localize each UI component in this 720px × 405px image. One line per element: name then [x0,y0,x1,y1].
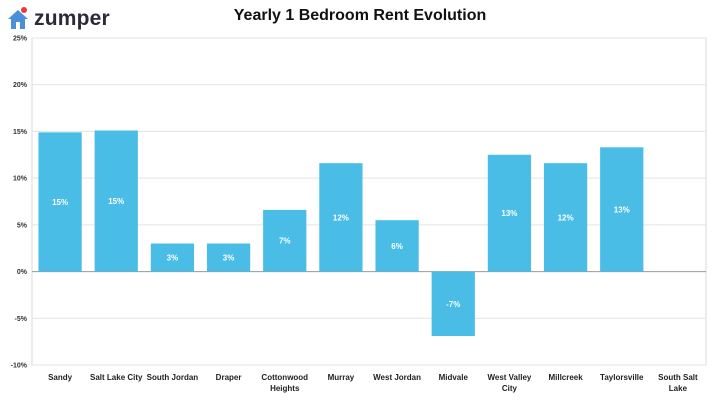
bar [431,271,475,337]
bar [375,220,419,272]
bar [150,243,195,272]
bar [319,163,363,272]
chart-title: Yearly 1 Bedroom Rent Evolution [233,7,487,24]
house-logo-icon [8,7,28,29]
bars: 15% 15% 3% 3% 7% 12% 6% -7% 13% 12% 13% [38,130,644,337]
bar [600,147,644,272]
y-tick-label: -10% [11,363,28,370]
bar-data-label: 6% [391,242,403,251]
x-category-label: Midvale [439,373,469,382]
bar-data-label: 12% [333,213,349,222]
bar [206,243,251,272]
y-tick-label: 25% [13,36,28,43]
y-tick-label: 20% [13,82,28,89]
brand-name: zumper [34,7,110,30]
bar-data-label: 13% [501,209,517,218]
x-category-label: Taylorsville [600,373,644,382]
bar-data-label: 15% [52,198,68,207]
x-category-label: Millcreek [548,373,583,382]
x-category-label: Cottonwood Heights [261,373,308,393]
y-tick-label: 5% [17,222,28,229]
bar [487,154,532,272]
y-tick-label: 10% [13,176,28,183]
x-axis-labels: Sandy Salt Lake City South Jordan Draper Cot… [48,373,698,393]
y-axis: 25% 20% 15% 10% 5% 0% -5% -10% [11,36,28,370]
x-category-label: South Jordan [147,373,199,382]
x-category-label: Sandy [48,373,73,382]
bar [263,209,307,272]
zumper-logo: zumper [6,4,110,34]
y-tick-label: -5% [15,316,28,323]
y-tick-label: 15% [13,129,28,136]
x-category-label: Salt Lake City [90,373,143,382]
x-category-label: South Salt Lake [658,373,698,393]
bar-data-label: 3% [223,254,235,263]
bar-data-label: 13% [614,205,630,214]
y-tick-label: 0% [17,269,28,276]
bar-data-label: 15% [108,197,124,206]
bar-data-label: -7% [446,300,460,309]
x-category-label: Murray [328,373,355,382]
bar-data-label: 3% [167,254,179,263]
x-category-label: West Jordan [373,373,421,382]
bar [38,132,82,272]
x-category-label: West Valley City [487,373,531,393]
bar-data-label: 12% [558,213,574,222]
x-category-label: Draper [216,373,242,382]
bar-data-label: 7% [279,237,291,246]
gridlines [31,37,707,366]
bar [543,163,588,272]
bar [94,130,138,272]
